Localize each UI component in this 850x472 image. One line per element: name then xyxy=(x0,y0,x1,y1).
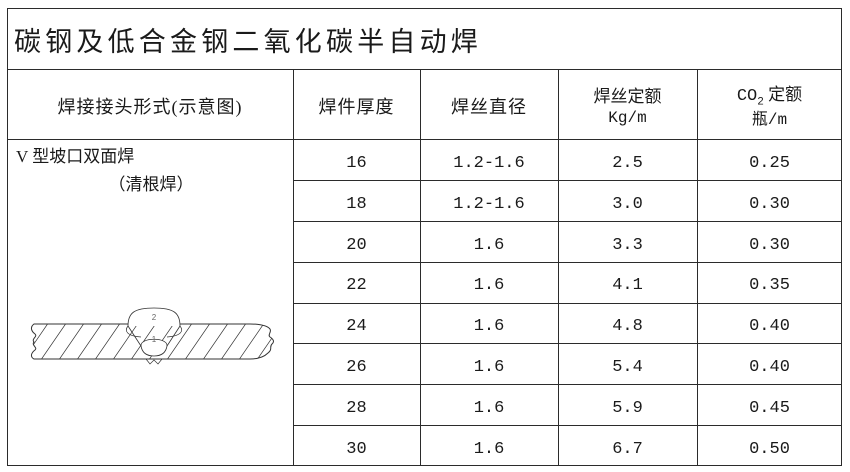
svg-text:2: 2 xyxy=(152,313,157,322)
svg-text:1: 1 xyxy=(152,335,157,344)
